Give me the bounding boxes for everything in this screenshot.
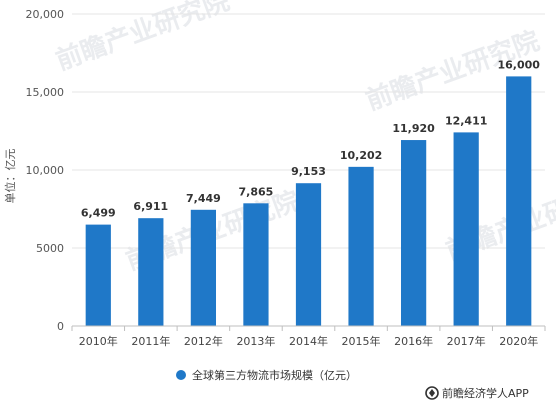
bar	[190, 209, 217, 326]
bar	[295, 183, 322, 326]
x-tick-label: 2010年	[79, 334, 118, 348]
bar	[348, 166, 374, 326]
y-tick-label: 10,000	[26, 164, 65, 177]
y-axis-label: 单位：亿元	[3, 149, 17, 204]
x-tick-label: 2013年	[236, 334, 275, 348]
logo-text: 前瞻经济学人APP	[442, 386, 529, 400]
bar	[400, 140, 427, 326]
x-tick-label: 2015年	[342, 334, 381, 348]
bar	[85, 224, 111, 326]
data-label: 10,202	[340, 149, 382, 162]
y-tick-label: 5000	[36, 242, 64, 255]
bar	[453, 132, 479, 326]
data-label: 11,920	[392, 122, 435, 135]
legend-marker	[176, 370, 186, 380]
watermark-text: 前瞻产业研究院	[52, 0, 234, 77]
data-label: 6,911	[133, 200, 168, 213]
data-label: 12,411	[445, 114, 487, 127]
x-tick-label: 2011年	[131, 334, 170, 348]
y-tick-label: 20,000	[26, 8, 65, 21]
x-tick-label: 2017年	[447, 334, 486, 348]
data-label: 16,000	[497, 58, 540, 71]
data-label: 9,153	[291, 165, 326, 178]
x-tick-label: 2014年	[289, 334, 328, 348]
y-axis-ticks: 0 5000 10,000 15,000 20,000	[26, 8, 65, 333]
y-tick-label: 15,000	[26, 86, 65, 99]
bar	[138, 218, 164, 326]
legend-label: 全球第三方物流市场规模（亿元）	[192, 368, 357, 382]
x-tick-label: 2020年	[499, 334, 538, 348]
data-label: 6,499	[81, 207, 116, 220]
bar-series: 6,499 6,911 7,449 7,865 9,153 10,202 11,920 12,…	[81, 58, 540, 327]
bar	[243, 203, 269, 326]
data-label: 7,449	[186, 192, 221, 205]
y-tick-label: 0	[57, 320, 64, 333]
bar	[506, 76, 532, 327]
brand-logo: 前瞻经济学人APP	[425, 386, 529, 400]
x-tick-label: 2016年	[394, 334, 433, 348]
data-label: 7,865	[239, 185, 274, 198]
x-axis: 2010年 2011年 2012年 2013年 2014年 2015年 2016年 2017年…	[71, 325, 546, 348]
legend: 全球第三方物流市场规模（亿元）	[176, 368, 357, 382]
qianzhan-logo-icon	[425, 386, 439, 400]
x-tick-label: 2012年	[184, 334, 223, 348]
